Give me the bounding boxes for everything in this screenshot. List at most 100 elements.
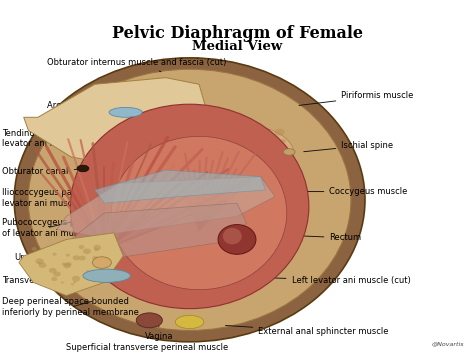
Circle shape [196,141,206,147]
Circle shape [255,157,263,163]
Circle shape [36,258,44,264]
Circle shape [189,151,194,155]
Circle shape [197,164,203,169]
Circle shape [247,151,252,153]
Circle shape [266,160,272,164]
Circle shape [214,158,224,165]
Circle shape [71,283,74,285]
Circle shape [265,136,269,138]
Circle shape [90,271,95,274]
Circle shape [79,256,86,261]
Ellipse shape [83,269,130,282]
Circle shape [200,130,210,137]
Circle shape [200,161,206,165]
Circle shape [190,133,196,137]
Circle shape [234,172,240,176]
Circle shape [92,256,98,260]
Circle shape [65,262,72,267]
Circle shape [209,154,218,161]
Text: Coccygeus muscle: Coccygeus muscle [294,187,408,196]
Circle shape [203,160,211,165]
Circle shape [201,138,205,141]
Text: Iliococcygeus part of
levator ani muscle: Iliococcygeus part of levator ani muscle [2,189,97,208]
Text: Piriformis muscle: Piriformis muscle [299,91,414,105]
Circle shape [62,263,66,266]
Circle shape [263,133,269,137]
Circle shape [220,130,230,136]
Ellipse shape [218,225,256,254]
Circle shape [233,129,239,133]
Text: Obturator internus muscle and fascia (cut): Obturator internus muscle and fascia (cu… [47,58,227,72]
Text: Rectum: Rectum [271,233,362,242]
Text: Pelvic Diaphragm of Female: Pelvic Diaphragm of Female [111,24,363,42]
Circle shape [61,282,64,284]
Circle shape [73,255,80,261]
Ellipse shape [28,69,351,331]
Polygon shape [57,177,275,236]
Circle shape [219,161,228,166]
Circle shape [195,157,207,165]
Text: Tendinous arch of
levator ani muscle: Tendinous arch of levator ani muscle [2,129,87,148]
Text: Superficial transverse perineal muscle: Superficial transverse perineal muscle [66,338,228,352]
Circle shape [73,281,76,283]
Text: Medial View: Medial View [192,40,282,53]
Circle shape [64,263,71,268]
Ellipse shape [70,104,309,308]
Circle shape [226,160,235,166]
Circle shape [205,173,211,177]
Circle shape [244,168,249,171]
Text: Pubococcygeus part
of levator ani muscle: Pubococcygeus part of levator ani muscle [2,218,91,237]
Ellipse shape [137,313,162,328]
Circle shape [228,169,235,174]
Circle shape [221,161,231,168]
Circle shape [203,133,211,138]
Circle shape [51,277,57,281]
Circle shape [38,262,46,268]
Circle shape [245,167,249,170]
Circle shape [32,247,37,251]
Polygon shape [57,203,246,263]
Circle shape [246,133,254,138]
Ellipse shape [109,107,142,117]
Ellipse shape [111,136,287,290]
Circle shape [246,165,255,172]
Circle shape [281,139,286,143]
Circle shape [83,248,91,254]
Circle shape [195,172,204,178]
Circle shape [210,152,217,156]
Circle shape [216,149,225,156]
Text: Urethra: Urethra [14,253,87,262]
Circle shape [214,149,225,157]
Circle shape [237,155,241,158]
Circle shape [248,160,256,165]
Ellipse shape [14,58,365,342]
Circle shape [219,128,229,136]
Text: Deep perineal space bounded
inferiorly by perineal membrane: Deep perineal space bounded inferiorly b… [2,297,139,317]
Circle shape [189,146,198,153]
Circle shape [273,164,278,167]
Circle shape [219,168,229,175]
Circle shape [235,155,241,159]
Polygon shape [24,78,209,170]
Circle shape [239,138,246,144]
Text: Transverse perineal ligament: Transverse perineal ligament [2,276,125,285]
Circle shape [53,272,61,277]
Ellipse shape [92,257,111,268]
Circle shape [258,130,268,137]
Circle shape [38,262,41,264]
Ellipse shape [77,165,89,172]
Circle shape [274,129,284,136]
Circle shape [94,248,99,251]
Ellipse shape [180,124,294,183]
Text: Obturator canal: Obturator canal [2,167,90,176]
Ellipse shape [223,228,242,244]
Circle shape [185,136,195,142]
Text: Vagina: Vagina [145,325,173,342]
Circle shape [53,253,57,256]
Circle shape [266,165,271,169]
Ellipse shape [175,315,204,329]
Text: Left levator ani muscle (cut): Left levator ani muscle (cut) [261,276,410,285]
Circle shape [191,134,199,140]
Circle shape [244,132,248,136]
Polygon shape [19,233,123,296]
